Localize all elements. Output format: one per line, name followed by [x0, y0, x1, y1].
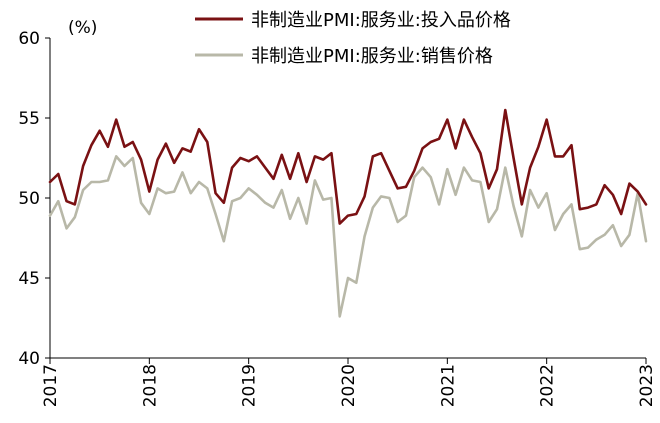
series-line-1 — [48, 108, 648, 225]
x-tick-label: 2023 — [637, 364, 657, 407]
y-axis: 40 45 50 55 60 — [18, 29, 51, 369]
y-tick-label: 55 — [18, 109, 40, 129]
x-tick-label: 2020 — [339, 364, 359, 407]
y-unit-label: (%) — [68, 18, 97, 38]
series-layer — [48, 108, 648, 318]
y-tick-label: 50 — [18, 189, 40, 209]
y-tick-label: 40 — [18, 349, 40, 369]
y-tick-label: 60 — [18, 29, 40, 49]
legend-label-2: 非制造业PMI:服务业:销售价格 — [251, 46, 493, 67]
x-tick-label: 2017 — [41, 364, 61, 407]
legend-label-1: 非制造业PMI:服务业:投入品价格 — [251, 10, 511, 31]
x-tick-label: 2018 — [140, 364, 160, 407]
x-tick-label: 2022 — [538, 364, 558, 407]
x-ticks: 2017 2018 2019 2020 2021 2022 2023 — [41, 358, 657, 407]
x-tick-label: 2019 — [240, 364, 260, 407]
x-tick-label: 2021 — [438, 364, 458, 407]
series-line-2 — [48, 155, 648, 318]
x-axis: 2017 2018 2019 2020 2021 2022 2023 — [41, 357, 657, 407]
y-ticks: 40 45 50 55 60 — [18, 29, 50, 369]
y-tick-label: 45 — [18, 269, 40, 289]
